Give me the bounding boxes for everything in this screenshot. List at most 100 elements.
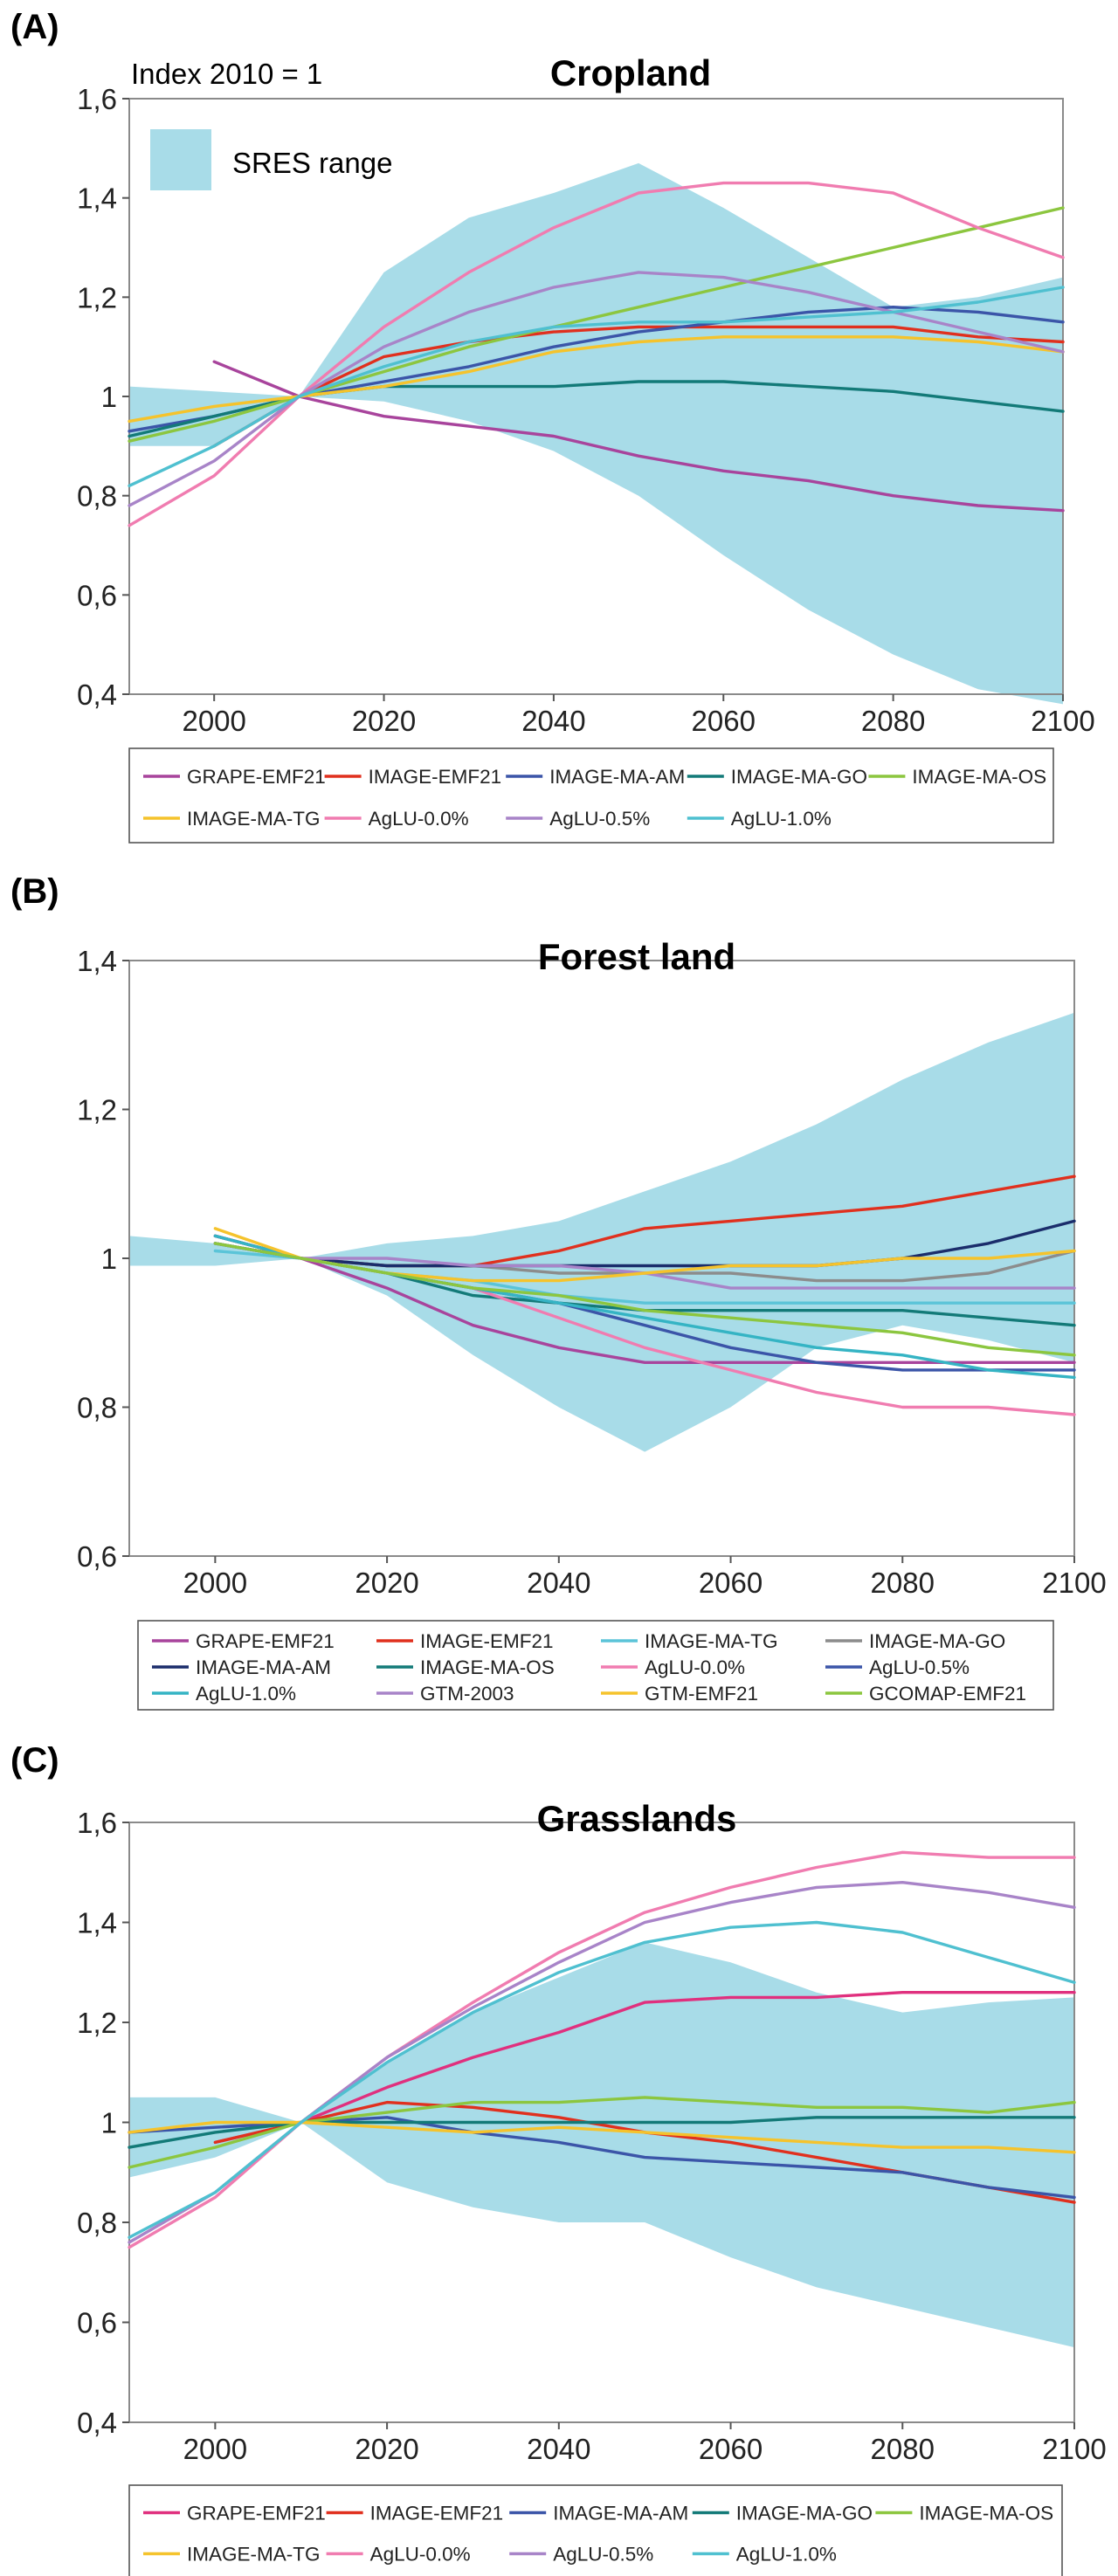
series-line-grape-emf21 — [213, 1990, 1076, 2145]
y-tick-label: 0,6 — [77, 2307, 117, 2339]
series-line-gcomap-emf21 — [213, 1242, 1076, 1357]
x-tick-label: 2060 — [699, 1567, 763, 1599]
x-tick-label: 2100 — [1031, 705, 1094, 737]
y-tick-label: 1 — [101, 1243, 117, 1275]
x-tick-label: 2000 — [183, 1567, 247, 1599]
legend-box — [128, 747, 1054, 844]
legend-item-label: AgLU-0.5% — [553, 2544, 653, 2566]
series-line-grape-emf21 — [212, 360, 1065, 513]
legend-item-label: IMAGE-MA-TG — [645, 1630, 778, 1652]
legend-item-label: IMAGE-MA-TG — [187, 2544, 321, 2566]
series-line-aglu-0-0- — [128, 181, 1065, 527]
legend-item-label: IMAGE-EMF21 — [369, 766, 502, 788]
x-tick-label: 2080 — [861, 705, 925, 737]
x-tick-label: 2040 — [527, 2433, 590, 2465]
series-line-aglu-0-5- — [128, 271, 1065, 507]
series-line-image-ma-go — [128, 2116, 1076, 2149]
sres-legend-label: SRES range — [232, 147, 392, 179]
legend-item-label: AgLU-1.0% — [731, 808, 832, 830]
legend-item-label: GRAPE-EMF21 — [187, 766, 326, 788]
panel-3: (C) 0,4 0,6 0,8 1 1,2 1,4 1,6 2000 2020 2040 2060 20… — [10, 1741, 1107, 2576]
x-tick-label: 2080 — [871, 1567, 935, 1599]
legend-item-label: IMAGE-MA-AM — [553, 2503, 688, 2524]
legend-item-label: AgLU-0.0% — [369, 808, 469, 830]
y-tick-label: 1,4 — [77, 945, 117, 977]
legend-box — [128, 2484, 1063, 2576]
x-tick-label: 2040 — [521, 705, 585, 737]
panel-1: (A) 0,4 0,6 0,8 1 1,2 1,4 1,6 2000 2020 2040 2060 20… — [10, 8, 1095, 844]
panel-label: (B) — [10, 872, 59, 911]
sres-legend-swatch — [150, 129, 211, 190]
legend-item-label: IMAGE-MA-GO — [869, 1630, 1005, 1652]
x-tick-label: 2060 — [692, 705, 756, 737]
series-line-image-ma-tg — [128, 2120, 1076, 2154]
y-tick-label: 1 — [101, 381, 117, 413]
sres-range-band — [129, 1012, 1074, 1452]
panel-label: (C) — [10, 1741, 59, 1780]
series-line-aglu-1-0- — [128, 286, 1065, 487]
y-tick-label: 0,6 — [77, 1540, 117, 1573]
legend-item-label: AgLU-0.0% — [370, 2544, 471, 2566]
x-tick-label: 2000 — [182, 705, 245, 737]
x-tick-label: 2020 — [355, 1567, 418, 1599]
legend-item-label: GCOMAP-EMF21 — [869, 1683, 1026, 1705]
x-tick-label: 2000 — [183, 2433, 247, 2465]
legend-item-label: AgLU-0.5% — [549, 808, 650, 830]
y-tick-label: 1,4 — [77, 183, 117, 215]
legend-item-label: GRAPE-EMF21 — [196, 1630, 335, 1652]
y-tick-label: 1,6 — [77, 83, 117, 115]
legend-item-label: IMAGE-EMF21 — [420, 1630, 554, 1652]
chart-title: Cropland — [550, 52, 711, 93]
legend-item-label: IMAGE-MA-TG — [187, 808, 321, 830]
sres-range-band — [129, 162, 1063, 705]
legend-item-label: AgLU-1.0% — [196, 1683, 296, 1705]
y-tick-label: 0,8 — [77, 2207, 117, 2239]
y-tick-label: 0,8 — [77, 480, 117, 513]
legend-item-label: IMAGE-MA-GO — [736, 2503, 873, 2524]
legend-box — [137, 1620, 1054, 1711]
legend-item-label: AgLU-1.0% — [736, 2544, 837, 2566]
legend-item-label: IMAGE-MA-OS — [919, 2503, 1053, 2524]
y-tick-label: 0,4 — [77, 2407, 117, 2439]
x-tick-label: 2100 — [1042, 1567, 1106, 1599]
series-line-aglu-1-0- — [128, 1920, 1076, 2239]
legend-item-label: IMAGE-MA-AM — [549, 766, 685, 788]
y-tick-label: 1,6 — [77, 1807, 117, 1839]
y-tick-label: 1 — [101, 2107, 117, 2139]
legend-item-label: IMAGE-MA-OS — [420, 1656, 555, 1678]
index-note: Index 2010 = 1 — [131, 58, 322, 90]
series-line-image-ma-tg — [128, 335, 1065, 424]
legend-item-label: AgLU-0.5% — [869, 1656, 970, 1678]
series-line-grape-emf21 — [213, 1242, 1076, 1365]
series-line-image-emf21 — [212, 325, 1065, 448]
panel-2: (B) 0,6 0,8 1 1,2 1,4 2000 2020 2040 2060 2080 2100… — [10, 872, 1107, 1711]
panel-label: (A) — [10, 8, 59, 46]
legend-item-label: GRAPE-EMF21 — [187, 2503, 326, 2524]
legend-item-label: IMAGE-MA-GO — [731, 766, 867, 788]
legend-item-label: IMAGE-MA-OS — [912, 766, 1046, 788]
y-tick-label: 0,8 — [77, 1392, 117, 1424]
chart-title: Grasslands — [537, 1798, 737, 1839]
chart-title: Forest land — [538, 936, 735, 977]
legend-item-label: IMAGE-EMF21 — [370, 2503, 504, 2524]
x-tick-label: 2040 — [527, 1567, 590, 1599]
sres-range-band — [129, 1942, 1074, 2348]
x-tick-label: 2020 — [352, 705, 416, 737]
y-tick-label: 0,4 — [77, 678, 117, 711]
series-line-image-ma-os — [128, 2096, 1076, 2169]
legend-item-label: AgLU-0.0% — [645, 1656, 745, 1678]
x-tick-label: 2100 — [1042, 2433, 1106, 2465]
y-tick-label: 1,2 — [77, 1094, 117, 1126]
legend-item-label: IMAGE-MA-AM — [196, 1656, 331, 1678]
y-tick-label: 1,4 — [77, 1907, 117, 1939]
x-tick-label: 2080 — [871, 2433, 935, 2465]
legend-item-label: GTM-2003 — [420, 1683, 514, 1705]
legend-item-label: GTM-EMF21 — [645, 1683, 758, 1705]
series-line-image-ma-am — [213, 1219, 1076, 1268]
y-tick-label: 1,2 — [77, 281, 117, 313]
series-line-image-ma-os — [128, 206, 1065, 443]
x-tick-label: 2060 — [699, 2433, 763, 2465]
x-tick-label: 2020 — [355, 2433, 418, 2465]
y-tick-label: 0,6 — [77, 579, 117, 611]
